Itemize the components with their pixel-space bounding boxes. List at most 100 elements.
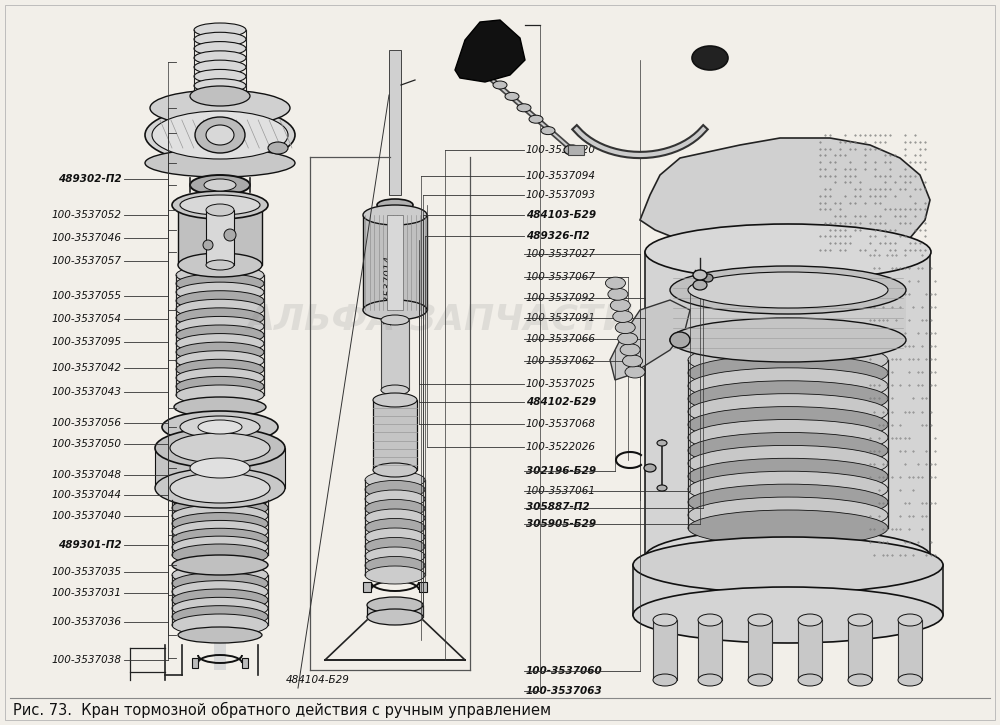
Text: 100-3537052: 100-3537052 — [52, 210, 122, 220]
Bar — [363, 215, 427, 310]
Text: 100-3537062: 100-3537062 — [526, 356, 596, 366]
Bar — [898, 620, 922, 680]
Ellipse shape — [172, 555, 268, 575]
Text: 100-3537055: 100-3537055 — [52, 291, 122, 301]
Polygon shape — [242, 658, 248, 668]
Ellipse shape — [155, 428, 285, 468]
Ellipse shape — [176, 325, 264, 345]
Polygon shape — [419, 582, 427, 592]
Bar — [367, 605, 423, 617]
Bar — [633, 565, 943, 615]
Ellipse shape — [190, 175, 250, 195]
Ellipse shape — [194, 60, 246, 74]
Ellipse shape — [172, 564, 268, 586]
Ellipse shape — [748, 614, 772, 626]
Ellipse shape — [798, 674, 822, 686]
Ellipse shape — [145, 107, 295, 163]
Text: 100-3537054: 100-3537054 — [52, 314, 122, 324]
Polygon shape — [610, 300, 690, 380]
Ellipse shape — [367, 597, 423, 613]
Ellipse shape — [381, 385, 409, 395]
Ellipse shape — [172, 521, 268, 542]
Text: 100-3537093: 100-3537093 — [526, 190, 596, 200]
Text: 100-3537067: 100-3537067 — [526, 272, 596, 282]
Ellipse shape — [703, 274, 713, 282]
Text: 484102-Б29: 484102-Б29 — [526, 397, 596, 407]
Ellipse shape — [623, 355, 643, 367]
Ellipse shape — [365, 500, 425, 518]
Ellipse shape — [194, 70, 246, 83]
Ellipse shape — [176, 342, 264, 362]
Ellipse shape — [155, 468, 285, 508]
Ellipse shape — [365, 528, 425, 546]
Ellipse shape — [633, 587, 943, 643]
Text: 100-3537014: 100-3537014 — [383, 255, 393, 325]
Bar — [653, 620, 677, 680]
Ellipse shape — [172, 489, 268, 511]
Ellipse shape — [206, 260, 234, 270]
Ellipse shape — [613, 310, 633, 323]
Ellipse shape — [150, 90, 290, 126]
Ellipse shape — [564, 145, 580, 155]
Ellipse shape — [688, 510, 888, 546]
Bar — [645, 252, 930, 557]
Text: 100-3537091: 100-3537091 — [526, 312, 596, 323]
Text: АЛЬФА-ЗАПЧАСТИ: АЛЬФА-ЗАПЧАСТИ — [247, 302, 633, 336]
Ellipse shape — [653, 674, 677, 686]
Text: 100-3537066: 100-3537066 — [526, 334, 596, 344]
Text: 100-3537068: 100-3537068 — [526, 419, 596, 429]
Text: 100-3537027: 100-3537027 — [526, 249, 596, 260]
Ellipse shape — [698, 674, 722, 686]
Polygon shape — [640, 138, 930, 250]
Text: 100-3537025: 100-3537025 — [526, 378, 596, 389]
Ellipse shape — [194, 79, 246, 93]
Ellipse shape — [688, 497, 888, 533]
Ellipse shape — [172, 529, 268, 550]
Ellipse shape — [178, 627, 262, 643]
Ellipse shape — [363, 205, 427, 225]
Ellipse shape — [698, 614, 722, 626]
Text: 100-3537038: 100-3537038 — [52, 655, 122, 665]
Ellipse shape — [657, 440, 667, 446]
Ellipse shape — [176, 265, 264, 285]
Ellipse shape — [653, 614, 677, 626]
Ellipse shape — [176, 360, 264, 379]
Ellipse shape — [176, 308, 264, 328]
Ellipse shape — [798, 614, 822, 626]
Text: 100-3537095: 100-3537095 — [52, 337, 122, 347]
Text: Рис. 73.  Кран тормозной обратного действия с ручным управлением: Рис. 73. Кран тормозной обратного действ… — [13, 702, 551, 718]
Ellipse shape — [172, 513, 268, 534]
Ellipse shape — [618, 333, 638, 344]
Ellipse shape — [365, 537, 425, 555]
Ellipse shape — [204, 179, 236, 191]
Ellipse shape — [176, 316, 264, 336]
Text: 100-3537056: 100-3537056 — [52, 418, 122, 428]
Ellipse shape — [367, 609, 423, 625]
Ellipse shape — [178, 253, 262, 277]
Bar — [670, 290, 906, 340]
Ellipse shape — [688, 381, 888, 417]
Ellipse shape — [688, 432, 888, 468]
Ellipse shape — [365, 566, 425, 584]
Ellipse shape — [176, 291, 264, 311]
Ellipse shape — [365, 518, 425, 536]
Ellipse shape — [172, 589, 268, 611]
Polygon shape — [455, 20, 525, 82]
Text: 100-3537060: 100-3537060 — [526, 666, 603, 676]
Ellipse shape — [898, 674, 922, 686]
Ellipse shape — [172, 191, 268, 219]
Ellipse shape — [748, 674, 772, 686]
Ellipse shape — [529, 115, 543, 123]
Ellipse shape — [692, 46, 728, 70]
Ellipse shape — [176, 299, 264, 319]
Ellipse shape — [633, 537, 943, 593]
Ellipse shape — [172, 536, 268, 558]
Ellipse shape — [365, 481, 425, 499]
Ellipse shape — [203, 240, 213, 250]
Ellipse shape — [145, 149, 295, 177]
Text: 100-3537040: 100-3537040 — [52, 511, 122, 521]
Ellipse shape — [194, 33, 246, 46]
Bar — [387, 215, 403, 310]
Ellipse shape — [848, 614, 872, 626]
Polygon shape — [363, 582, 371, 592]
